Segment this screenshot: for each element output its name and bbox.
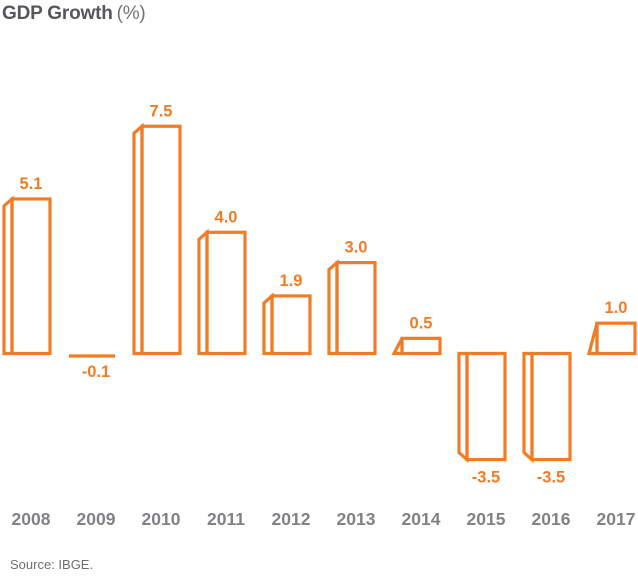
value-label-2017: 1.0 bbox=[605, 299, 628, 317]
bar-2014 bbox=[400, 336, 442, 356]
value-label-2016: -3.5 bbox=[537, 469, 565, 487]
value-label-2010: 7.5 bbox=[150, 102, 173, 120]
bar-2012 bbox=[270, 294, 312, 356]
chart-title: GDP Growth (%) bbox=[2, 3, 146, 25]
x-axis-label-2016: 2016 bbox=[532, 509, 571, 529]
bar-2017 bbox=[595, 321, 637, 356]
bar-2016 bbox=[530, 351, 572, 462]
value-label-2015: -3.5 bbox=[472, 469, 500, 487]
x-axis-label-2009: 2009 bbox=[77, 509, 116, 529]
bar-2010 bbox=[140, 124, 182, 356]
value-label-2012: 1.9 bbox=[280, 272, 303, 290]
value-label-2011: 4.0 bbox=[215, 208, 238, 226]
bar-2013 bbox=[335, 261, 377, 356]
value-label-2014: 0.5 bbox=[410, 314, 433, 332]
bar-2011 bbox=[205, 230, 247, 356]
x-axis-label-2012: 2012 bbox=[272, 509, 311, 529]
source-note: Source: IBGE. bbox=[10, 557, 94, 572]
x-axis-label-2010: 2010 bbox=[142, 509, 181, 529]
value-label-2009: -0.1 bbox=[82, 363, 110, 381]
x-axis-label-2011: 2011 bbox=[207, 509, 245, 529]
x-axis-label-2013: 2013 bbox=[337, 509, 376, 529]
value-label-2013: 3.0 bbox=[345, 239, 368, 257]
bar-2008 bbox=[10, 197, 52, 356]
x-axis-label-2008: 2008 bbox=[12, 509, 51, 529]
x-axis-label-2014: 2014 bbox=[402, 509, 441, 529]
chart-title-text: GDP Growth bbox=[2, 3, 113, 24]
x-axis-label-2015: 2015 bbox=[467, 509, 506, 529]
value-label-2008: 5.1 bbox=[20, 175, 43, 193]
chart-title-unit: (%) bbox=[116, 3, 146, 24]
x-axis-label-2017: 2017 bbox=[597, 509, 636, 529]
bar-2015 bbox=[465, 351, 507, 462]
